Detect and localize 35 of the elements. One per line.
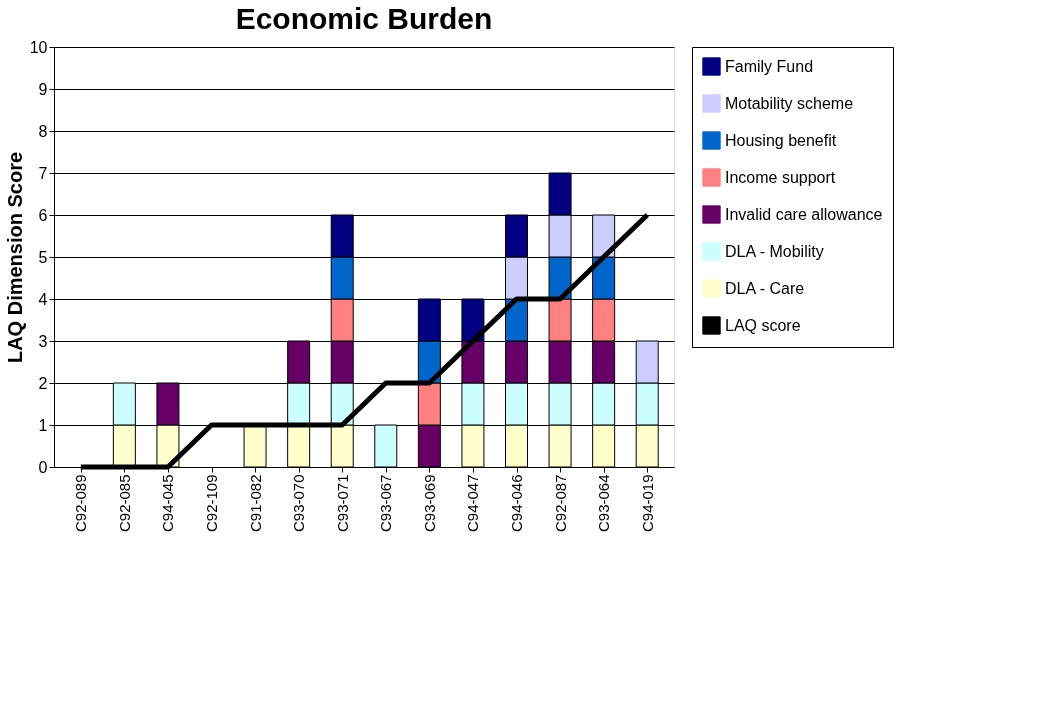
x-tick-label: C93-070 bbox=[290, 474, 308, 533]
legend-label: DLA - Care bbox=[725, 279, 805, 297]
x-tick-label: C91-082 bbox=[246, 474, 264, 533]
x-tick-label: C93-067 bbox=[377, 474, 395, 533]
x-tick-label: C93-069 bbox=[420, 474, 438, 533]
legend-label: LAQ score bbox=[725, 316, 801, 334]
x-tick-label: C93-064 bbox=[595, 474, 613, 533]
x-tick-label: C92-109 bbox=[203, 474, 220, 533]
y-tick-label: 3 bbox=[38, 332, 48, 350]
legend-label: Housing benefit bbox=[725, 131, 837, 149]
legend-label: Invalid care allowance bbox=[725, 205, 883, 223]
chart-title: Economic Burden bbox=[235, 2, 493, 35]
x-tick-label: C92-085 bbox=[115, 474, 133, 533]
legend-label: Motability scheme bbox=[725, 94, 854, 112]
y-tick-label: 7 bbox=[38, 164, 48, 182]
y-tick-label: 9 bbox=[38, 80, 48, 98]
y-tick-label: 0 bbox=[38, 458, 48, 476]
y-axis-title: LAQ Dimension Score bbox=[3, 151, 26, 364]
legend-label: Income support bbox=[725, 168, 836, 186]
legend-label: DLA - Mobility bbox=[725, 242, 824, 260]
y-tick-label: 10 bbox=[29, 38, 48, 56]
x-tick-label: C94-047 bbox=[464, 474, 482, 533]
y-tick-label: 2 bbox=[38, 374, 48, 392]
x-tick-label: C94-019 bbox=[638, 474, 656, 533]
x-tick-label: C94-045 bbox=[159, 474, 177, 533]
x-tick-label: C92-089 bbox=[72, 474, 90, 533]
x-tick-label: C94-046 bbox=[508, 474, 525, 533]
y-tick-label: 1 bbox=[38, 416, 48, 434]
legend-label: Family Fund bbox=[725, 57, 814, 75]
x-tick-label: C92-087 bbox=[551, 474, 569, 533]
y-tick-label: 4 bbox=[38, 290, 48, 308]
x-tick-label: C93-071 bbox=[333, 474, 351, 533]
y-tick-label: 5 bbox=[38, 248, 48, 266]
y-tick-label: 8 bbox=[38, 122, 48, 140]
y-tick-label: 6 bbox=[38, 206, 48, 224]
